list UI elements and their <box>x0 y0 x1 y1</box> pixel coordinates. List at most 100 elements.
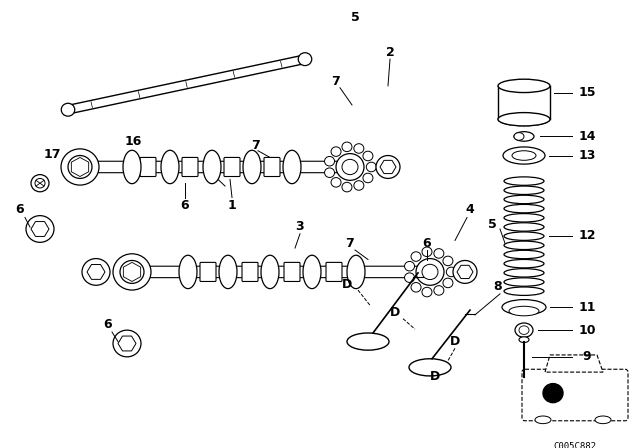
Ellipse shape <box>422 247 432 257</box>
Ellipse shape <box>422 287 432 297</box>
Text: D: D <box>390 306 400 319</box>
Ellipse shape <box>504 250 544 258</box>
FancyBboxPatch shape <box>326 263 342 281</box>
Ellipse shape <box>203 150 221 184</box>
Ellipse shape <box>504 177 544 185</box>
Ellipse shape <box>595 416 611 424</box>
Ellipse shape <box>283 150 301 184</box>
Ellipse shape <box>504 269 544 277</box>
Ellipse shape <box>179 255 197 289</box>
FancyBboxPatch shape <box>140 157 156 177</box>
Ellipse shape <box>504 287 544 295</box>
Text: 5: 5 <box>488 218 497 231</box>
Ellipse shape <box>61 103 75 116</box>
Ellipse shape <box>363 173 373 183</box>
Polygon shape <box>31 222 49 237</box>
Ellipse shape <box>514 133 524 140</box>
Ellipse shape <box>68 155 92 178</box>
Ellipse shape <box>504 259 544 268</box>
Ellipse shape <box>443 256 453 266</box>
Ellipse shape <box>503 147 545 164</box>
Text: 6: 6 <box>180 198 189 211</box>
Text: 6: 6 <box>16 203 24 216</box>
Ellipse shape <box>498 112 550 126</box>
Ellipse shape <box>535 416 551 424</box>
Text: 7: 7 <box>251 138 259 151</box>
Text: 17: 17 <box>44 148 61 161</box>
Text: 6: 6 <box>422 237 431 250</box>
Polygon shape <box>87 264 105 280</box>
Ellipse shape <box>35 178 45 188</box>
Circle shape <box>336 154 364 181</box>
Ellipse shape <box>514 132 534 141</box>
Ellipse shape <box>504 232 544 241</box>
FancyBboxPatch shape <box>242 263 258 281</box>
Ellipse shape <box>366 162 376 172</box>
FancyBboxPatch shape <box>97 161 346 172</box>
Text: 6: 6 <box>104 318 112 331</box>
Ellipse shape <box>504 214 544 222</box>
Ellipse shape <box>446 267 456 277</box>
Ellipse shape <box>434 286 444 295</box>
Ellipse shape <box>504 186 544 194</box>
Ellipse shape <box>347 255 365 289</box>
Ellipse shape <box>243 150 261 184</box>
FancyBboxPatch shape <box>284 263 300 281</box>
Ellipse shape <box>113 254 151 290</box>
Ellipse shape <box>331 177 341 187</box>
Circle shape <box>26 215 54 242</box>
Ellipse shape <box>509 306 539 316</box>
Text: 7: 7 <box>331 75 339 88</box>
Ellipse shape <box>409 359 451 376</box>
Ellipse shape <box>411 283 421 292</box>
FancyBboxPatch shape <box>224 157 240 177</box>
Ellipse shape <box>354 181 364 190</box>
Text: 3: 3 <box>296 220 304 233</box>
FancyBboxPatch shape <box>149 266 421 278</box>
Text: 14: 14 <box>579 130 596 143</box>
Ellipse shape <box>324 168 335 177</box>
Circle shape <box>453 260 477 284</box>
Text: 1: 1 <box>228 198 236 211</box>
FancyBboxPatch shape <box>182 157 198 177</box>
Circle shape <box>342 159 358 175</box>
Ellipse shape <box>219 255 237 289</box>
Text: C005C882: C005C882 <box>554 442 596 448</box>
Text: 4: 4 <box>466 203 474 216</box>
Ellipse shape <box>504 204 544 213</box>
Polygon shape <box>380 160 396 173</box>
Polygon shape <box>545 355 603 372</box>
Ellipse shape <box>61 149 99 185</box>
Ellipse shape <box>123 150 141 184</box>
Text: D: D <box>430 370 440 383</box>
Ellipse shape <box>342 142 352 151</box>
Text: D: D <box>342 278 352 291</box>
Ellipse shape <box>404 262 415 271</box>
Ellipse shape <box>324 156 335 166</box>
Ellipse shape <box>502 300 546 315</box>
Ellipse shape <box>120 260 144 284</box>
Ellipse shape <box>411 252 421 261</box>
Ellipse shape <box>298 53 312 65</box>
Text: 15: 15 <box>579 86 596 99</box>
Text: 8: 8 <box>493 280 502 293</box>
Circle shape <box>113 330 141 357</box>
Ellipse shape <box>512 151 536 160</box>
Circle shape <box>376 155 400 178</box>
Ellipse shape <box>434 249 444 258</box>
Text: 10: 10 <box>579 323 596 336</box>
Ellipse shape <box>498 79 550 93</box>
Ellipse shape <box>515 323 533 337</box>
Text: 7: 7 <box>346 237 355 250</box>
Ellipse shape <box>504 241 544 250</box>
Ellipse shape <box>31 175 49 192</box>
FancyBboxPatch shape <box>200 263 216 281</box>
Ellipse shape <box>261 255 279 289</box>
Ellipse shape <box>303 255 321 289</box>
Ellipse shape <box>519 326 529 334</box>
Ellipse shape <box>504 195 544 204</box>
Ellipse shape <box>363 151 373 161</box>
Polygon shape <box>457 265 473 279</box>
Circle shape <box>422 264 438 280</box>
Text: 2: 2 <box>386 46 394 59</box>
